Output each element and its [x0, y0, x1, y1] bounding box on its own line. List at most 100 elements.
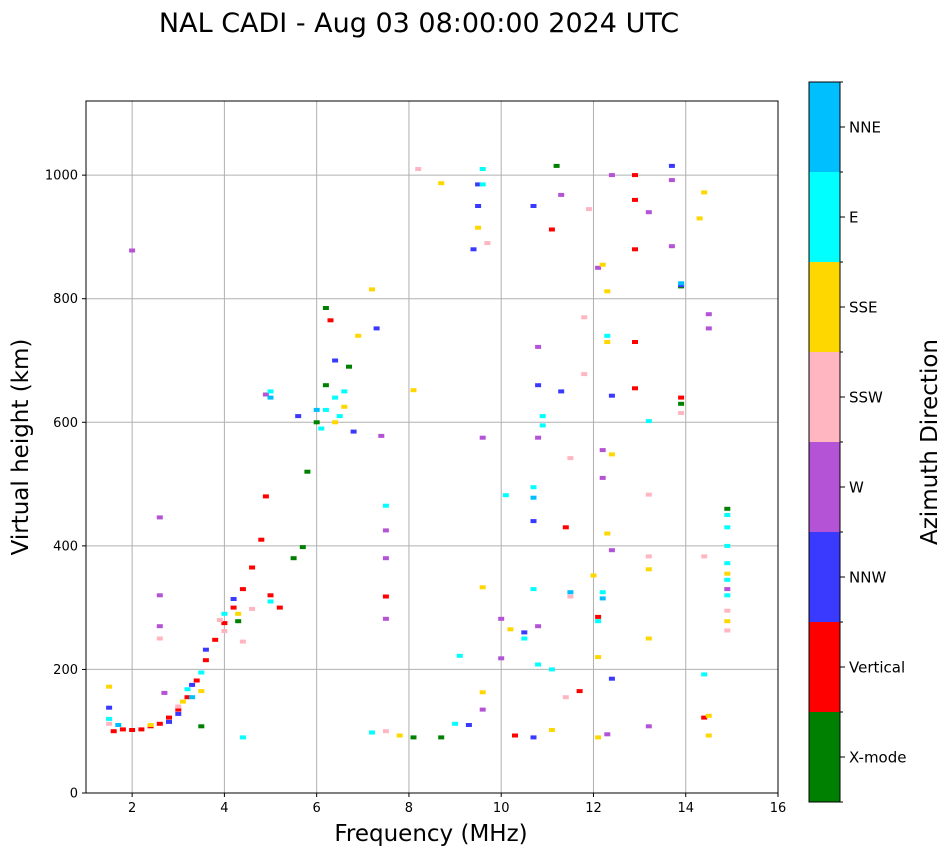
data-point-e — [318, 426, 325, 431]
data-point-vertical — [156, 721, 163, 726]
data-point-w — [535, 435, 542, 440]
data-point-sse — [410, 388, 417, 393]
data-point-nnw — [608, 393, 615, 398]
data-point-x-mode — [346, 364, 352, 369]
data-point-vertical — [129, 728, 136, 732]
data-point-nne — [115, 723, 122, 727]
data-point-e — [595, 619, 602, 624]
data-point-x-mode — [410, 735, 417, 740]
data-point-e — [322, 407, 329, 412]
data-point-nnw — [175, 711, 182, 716]
data-point-sse — [705, 713, 712, 718]
data-point-ssw — [724, 628, 731, 633]
x-tick-label: 2 — [128, 801, 136, 816]
data-point-vertical — [249, 565, 256, 570]
data-point-sse — [548, 728, 555, 732]
data-point-w — [498, 616, 505, 621]
data-point-sse — [645, 567, 652, 572]
data-point-e — [106, 716, 113, 721]
data-point-ssw — [701, 554, 708, 559]
data-point-w — [599, 448, 606, 453]
data-point-ssw — [175, 704, 182, 709]
data-point-w — [645, 210, 652, 215]
colorbar-tick-label: NNW — [849, 569, 886, 587]
data-point-vertical — [230, 605, 237, 610]
data-point-vertical — [632, 340, 638, 344]
x-tick-label: 6 — [313, 801, 321, 816]
data-point-e — [336, 414, 343, 419]
data-point-vertical — [184, 695, 191, 700]
data-point-e — [539, 414, 546, 419]
data-point-ssw — [581, 372, 588, 377]
data-point-sse — [475, 225, 482, 230]
data-point-sse — [355, 333, 362, 338]
data-point-nne — [530, 495, 537, 500]
data-point-e — [724, 561, 731, 566]
data-point-w — [382, 528, 389, 533]
data-point-sse — [724, 571, 731, 576]
data-point-x-mode — [235, 619, 242, 624]
data-point-ssw — [216, 618, 223, 622]
data-point-nnw — [202, 647, 209, 652]
data-point-vertical — [632, 173, 638, 178]
y-tick-label: 600 — [53, 416, 78, 431]
data-point-w — [724, 587, 731, 592]
data-point-sse — [701, 190, 708, 195]
data-point-w — [479, 707, 486, 712]
colorbar-segment-sse — [809, 262, 840, 352]
x-tick-label: 8 — [405, 801, 413, 816]
data-point-ssw — [249, 606, 256, 611]
data-point-e — [369, 730, 375, 735]
data-point-vertical — [119, 727, 126, 732]
x-tick-label: 4 — [220, 801, 228, 816]
data-point-vertical — [632, 386, 638, 391]
data-point-e — [198, 670, 205, 675]
data-point-sse — [599, 262, 606, 267]
data-point-x-mode — [313, 420, 320, 425]
data-point-e — [382, 503, 389, 508]
data-point-nnw — [475, 204, 482, 208]
colorbar-segment-w — [809, 442, 840, 532]
data-point-ssw — [239, 639, 246, 644]
data-point-vertical — [512, 733, 518, 738]
data-point-x-mode — [304, 469, 311, 474]
data-point-nne — [313, 407, 320, 412]
data-point-e — [535, 662, 542, 667]
data-point-e — [701, 672, 708, 677]
data-point-vertical — [267, 593, 274, 598]
data-point-nne — [567, 590, 574, 595]
data-point-e — [502, 493, 509, 498]
data-point-e — [239, 735, 246, 740]
data-point-vertical — [632, 197, 638, 202]
y-tick-label: 400 — [53, 539, 78, 554]
colorbar-tick-label: SSE — [849, 299, 878, 317]
data-point-w — [705, 312, 712, 317]
data-point-e — [548, 667, 555, 672]
colorbar: X-mode Vertical NNW W SSW SSE E NNE — [808, 81, 906, 803]
data-point-nnw — [521, 630, 528, 635]
colorbar-tick-label: NNE — [849, 119, 881, 137]
data-point-sse — [332, 420, 339, 425]
data-point-x-mode — [322, 383, 329, 388]
data-point-e — [267, 389, 274, 394]
data-point-x-mode — [322, 306, 329, 310]
x-tick-label: 10 — [493, 801, 510, 816]
data-point-sse — [590, 573, 597, 578]
colorbar-tick-label: X-mode — [849, 749, 906, 767]
colorbar-segment-nne — [809, 82, 840, 172]
data-point-nnw — [373, 326, 380, 331]
data-point-w — [161, 690, 168, 695]
data-point-vertical — [632, 247, 638, 252]
colorbar-segment-x-mode — [809, 712, 840, 802]
data-point-sse — [438, 181, 445, 186]
colorbar-segment-vertical — [809, 622, 840, 712]
data-point-vertical — [262, 494, 269, 499]
colorbar-ticks: X-mode Vertical NNW W SSW SSE E NNE — [840, 81, 906, 803]
points-layer — [106, 163, 731, 740]
data-point-e — [530, 587, 537, 592]
colorbar-label: Azimuth Direction — [917, 339, 943, 545]
colorbar-tick-label: E — [849, 209, 858, 227]
data-point-ssw — [106, 721, 113, 726]
data-point-vertical — [701, 715, 708, 720]
